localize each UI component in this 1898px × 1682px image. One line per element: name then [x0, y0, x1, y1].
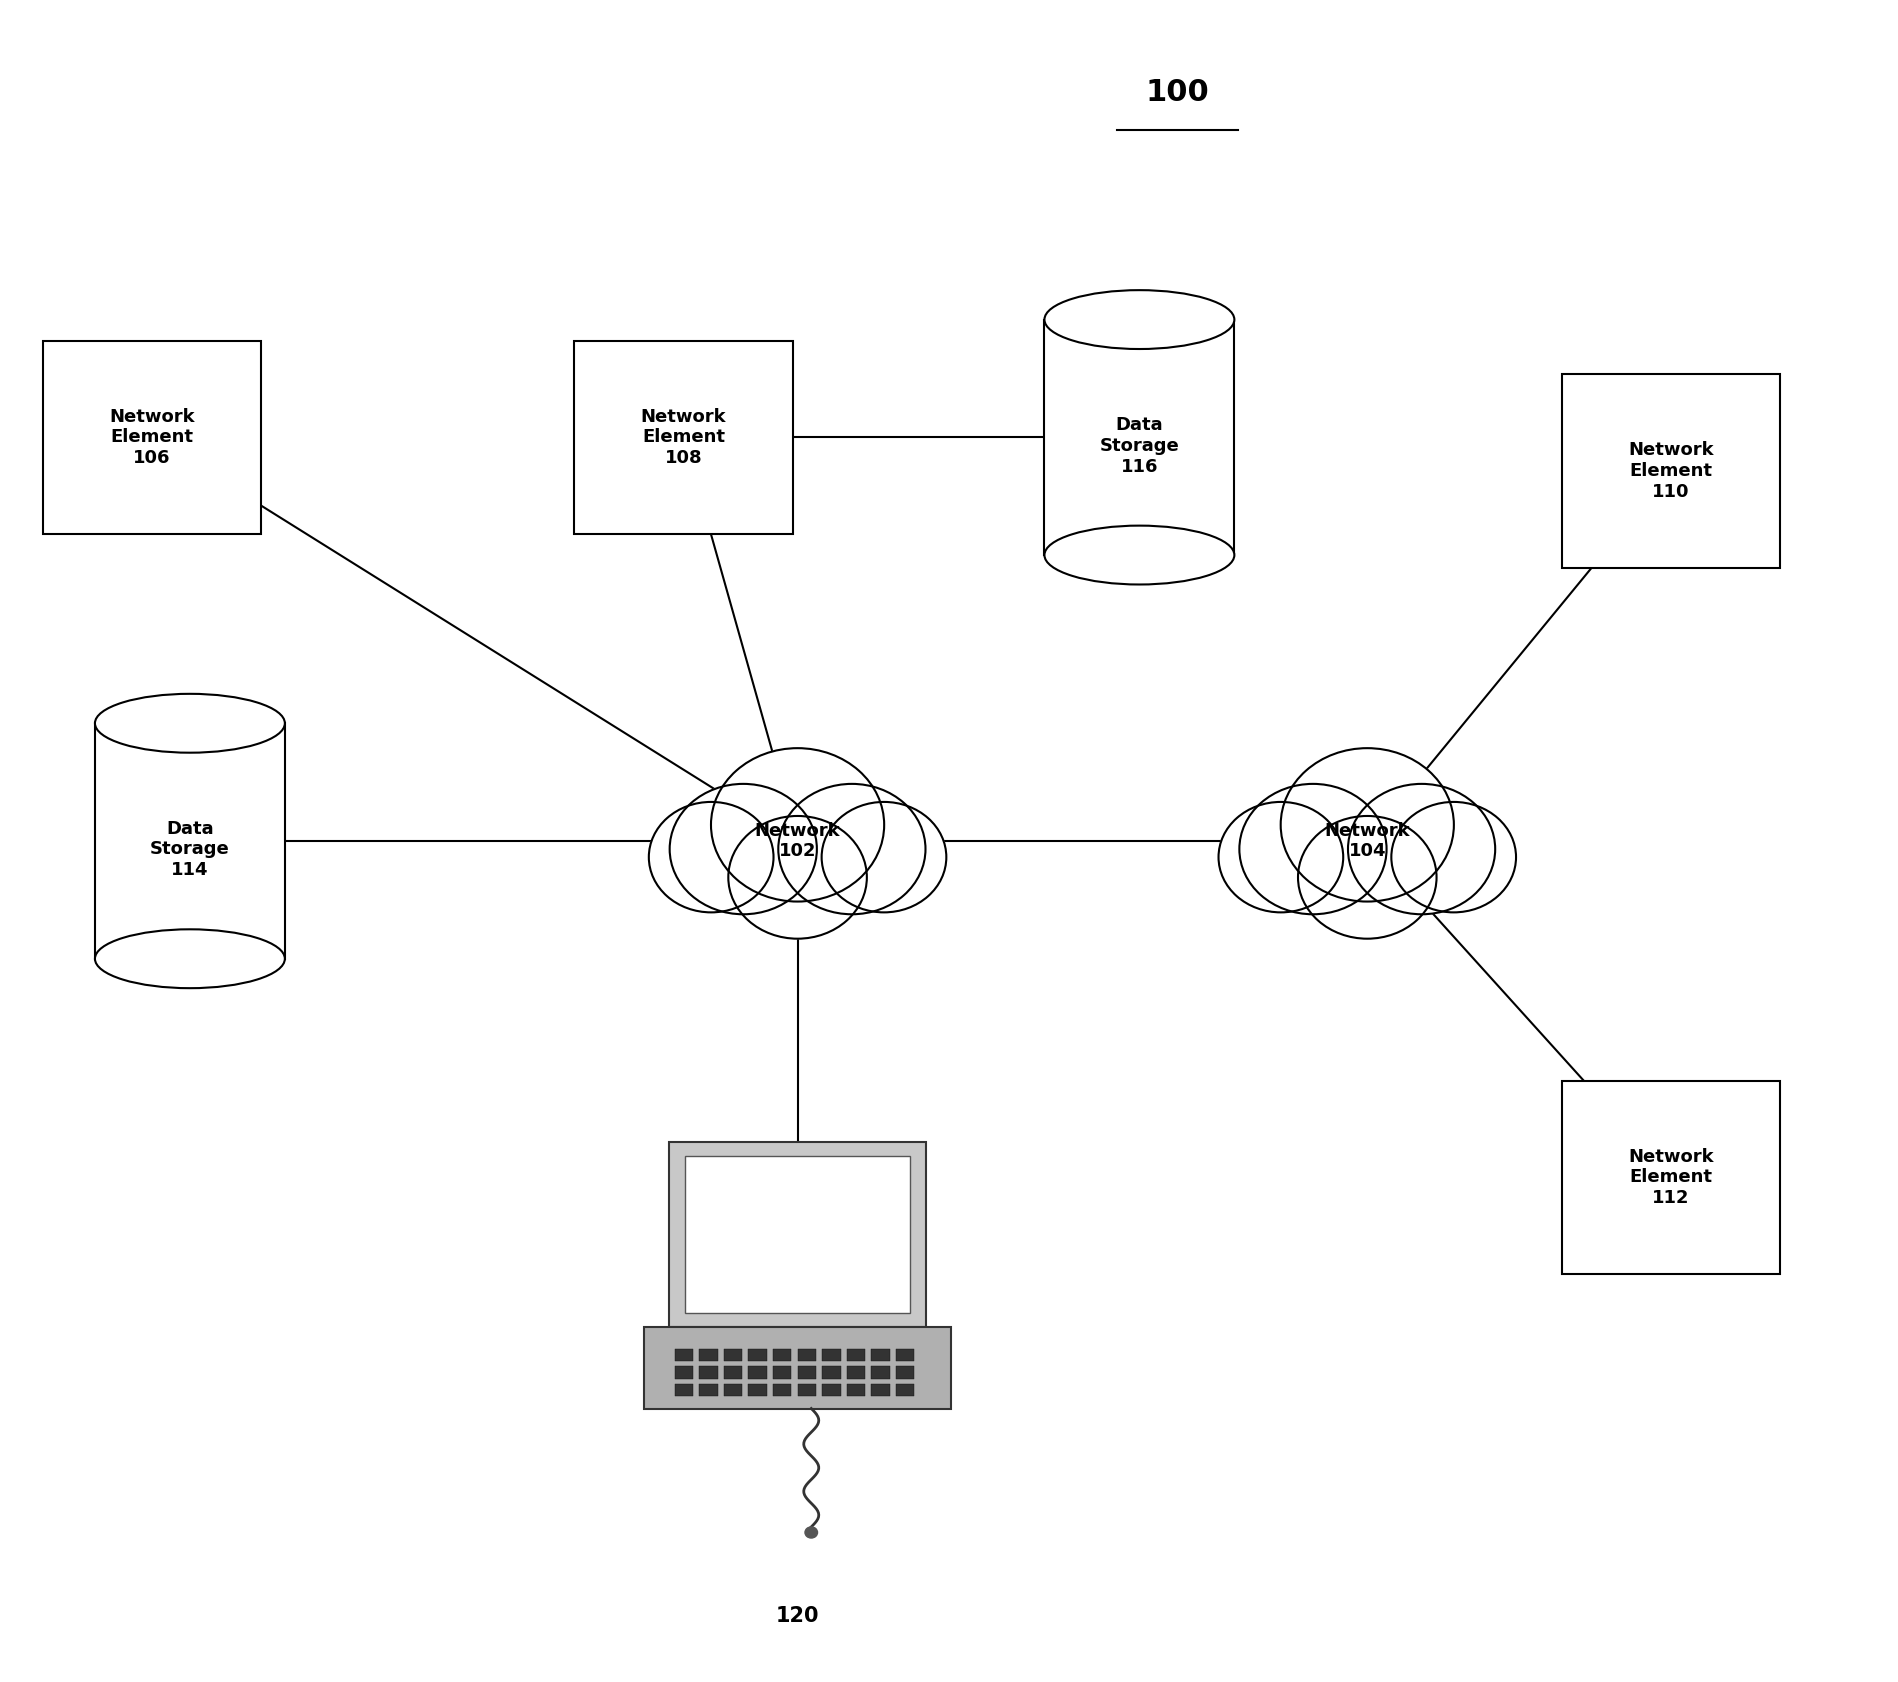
Circle shape	[1239, 784, 1386, 915]
FancyBboxPatch shape	[871, 1366, 890, 1379]
FancyBboxPatch shape	[772, 1384, 791, 1396]
Ellipse shape	[1044, 291, 1234, 350]
FancyBboxPatch shape	[797, 1349, 816, 1361]
FancyBboxPatch shape	[822, 1366, 841, 1379]
FancyBboxPatch shape	[723, 1349, 742, 1361]
Text: Network
Element
108: Network Element 108	[640, 407, 727, 468]
FancyBboxPatch shape	[1560, 375, 1780, 569]
FancyBboxPatch shape	[698, 1366, 717, 1379]
Circle shape	[822, 802, 945, 912]
Circle shape	[1219, 802, 1342, 912]
FancyBboxPatch shape	[797, 1384, 816, 1396]
FancyBboxPatch shape	[674, 1349, 693, 1361]
Text: Network
104: Network 104	[1323, 821, 1410, 861]
Circle shape	[729, 816, 865, 939]
FancyBboxPatch shape	[698, 1349, 717, 1361]
Text: Data
Storage
116: Data Storage 116	[1099, 415, 1179, 476]
FancyBboxPatch shape	[723, 1384, 742, 1396]
FancyBboxPatch shape	[896, 1366, 915, 1379]
Circle shape	[1391, 802, 1515, 912]
Text: 100: 100	[1144, 77, 1209, 108]
FancyBboxPatch shape	[896, 1384, 915, 1396]
Circle shape	[778, 784, 924, 915]
FancyBboxPatch shape	[847, 1366, 865, 1379]
FancyBboxPatch shape	[896, 1349, 915, 1361]
FancyBboxPatch shape	[871, 1349, 890, 1361]
FancyBboxPatch shape	[772, 1349, 791, 1361]
Circle shape	[1298, 816, 1435, 939]
Text: Network
102: Network 102	[754, 821, 841, 861]
FancyBboxPatch shape	[42, 341, 262, 535]
Circle shape	[805, 1527, 816, 1537]
FancyBboxPatch shape	[772, 1366, 791, 1379]
FancyBboxPatch shape	[847, 1384, 865, 1396]
FancyBboxPatch shape	[748, 1384, 767, 1396]
Ellipse shape	[1044, 526, 1234, 585]
FancyBboxPatch shape	[1044, 320, 1234, 555]
Text: Network
Element
106: Network Element 106	[108, 407, 195, 468]
FancyBboxPatch shape	[871, 1384, 890, 1396]
FancyBboxPatch shape	[847, 1349, 865, 1361]
Text: Data
Storage
114: Data Storage 114	[150, 819, 230, 880]
FancyBboxPatch shape	[573, 341, 793, 535]
FancyBboxPatch shape	[674, 1366, 693, 1379]
FancyBboxPatch shape	[723, 1366, 742, 1379]
FancyBboxPatch shape	[748, 1349, 767, 1361]
FancyBboxPatch shape	[698, 1384, 717, 1396]
Ellipse shape	[95, 930, 285, 989]
Text: 120: 120	[776, 1606, 818, 1626]
FancyBboxPatch shape	[643, 1327, 951, 1408]
Circle shape	[1348, 784, 1494, 915]
Ellipse shape	[95, 693, 285, 754]
FancyBboxPatch shape	[685, 1156, 909, 1314]
Circle shape	[1279, 748, 1454, 902]
Text: Network
Element
110: Network Element 110	[1627, 441, 1714, 501]
FancyBboxPatch shape	[748, 1366, 767, 1379]
FancyBboxPatch shape	[822, 1384, 841, 1396]
FancyBboxPatch shape	[1560, 1082, 1780, 1275]
FancyBboxPatch shape	[822, 1349, 841, 1361]
Circle shape	[670, 784, 816, 915]
FancyBboxPatch shape	[797, 1366, 816, 1379]
FancyBboxPatch shape	[674, 1384, 693, 1396]
Circle shape	[710, 748, 884, 902]
Circle shape	[649, 802, 772, 912]
FancyBboxPatch shape	[668, 1142, 926, 1327]
Text: Network
Element
112: Network Element 112	[1627, 1147, 1714, 1208]
FancyBboxPatch shape	[95, 723, 285, 959]
